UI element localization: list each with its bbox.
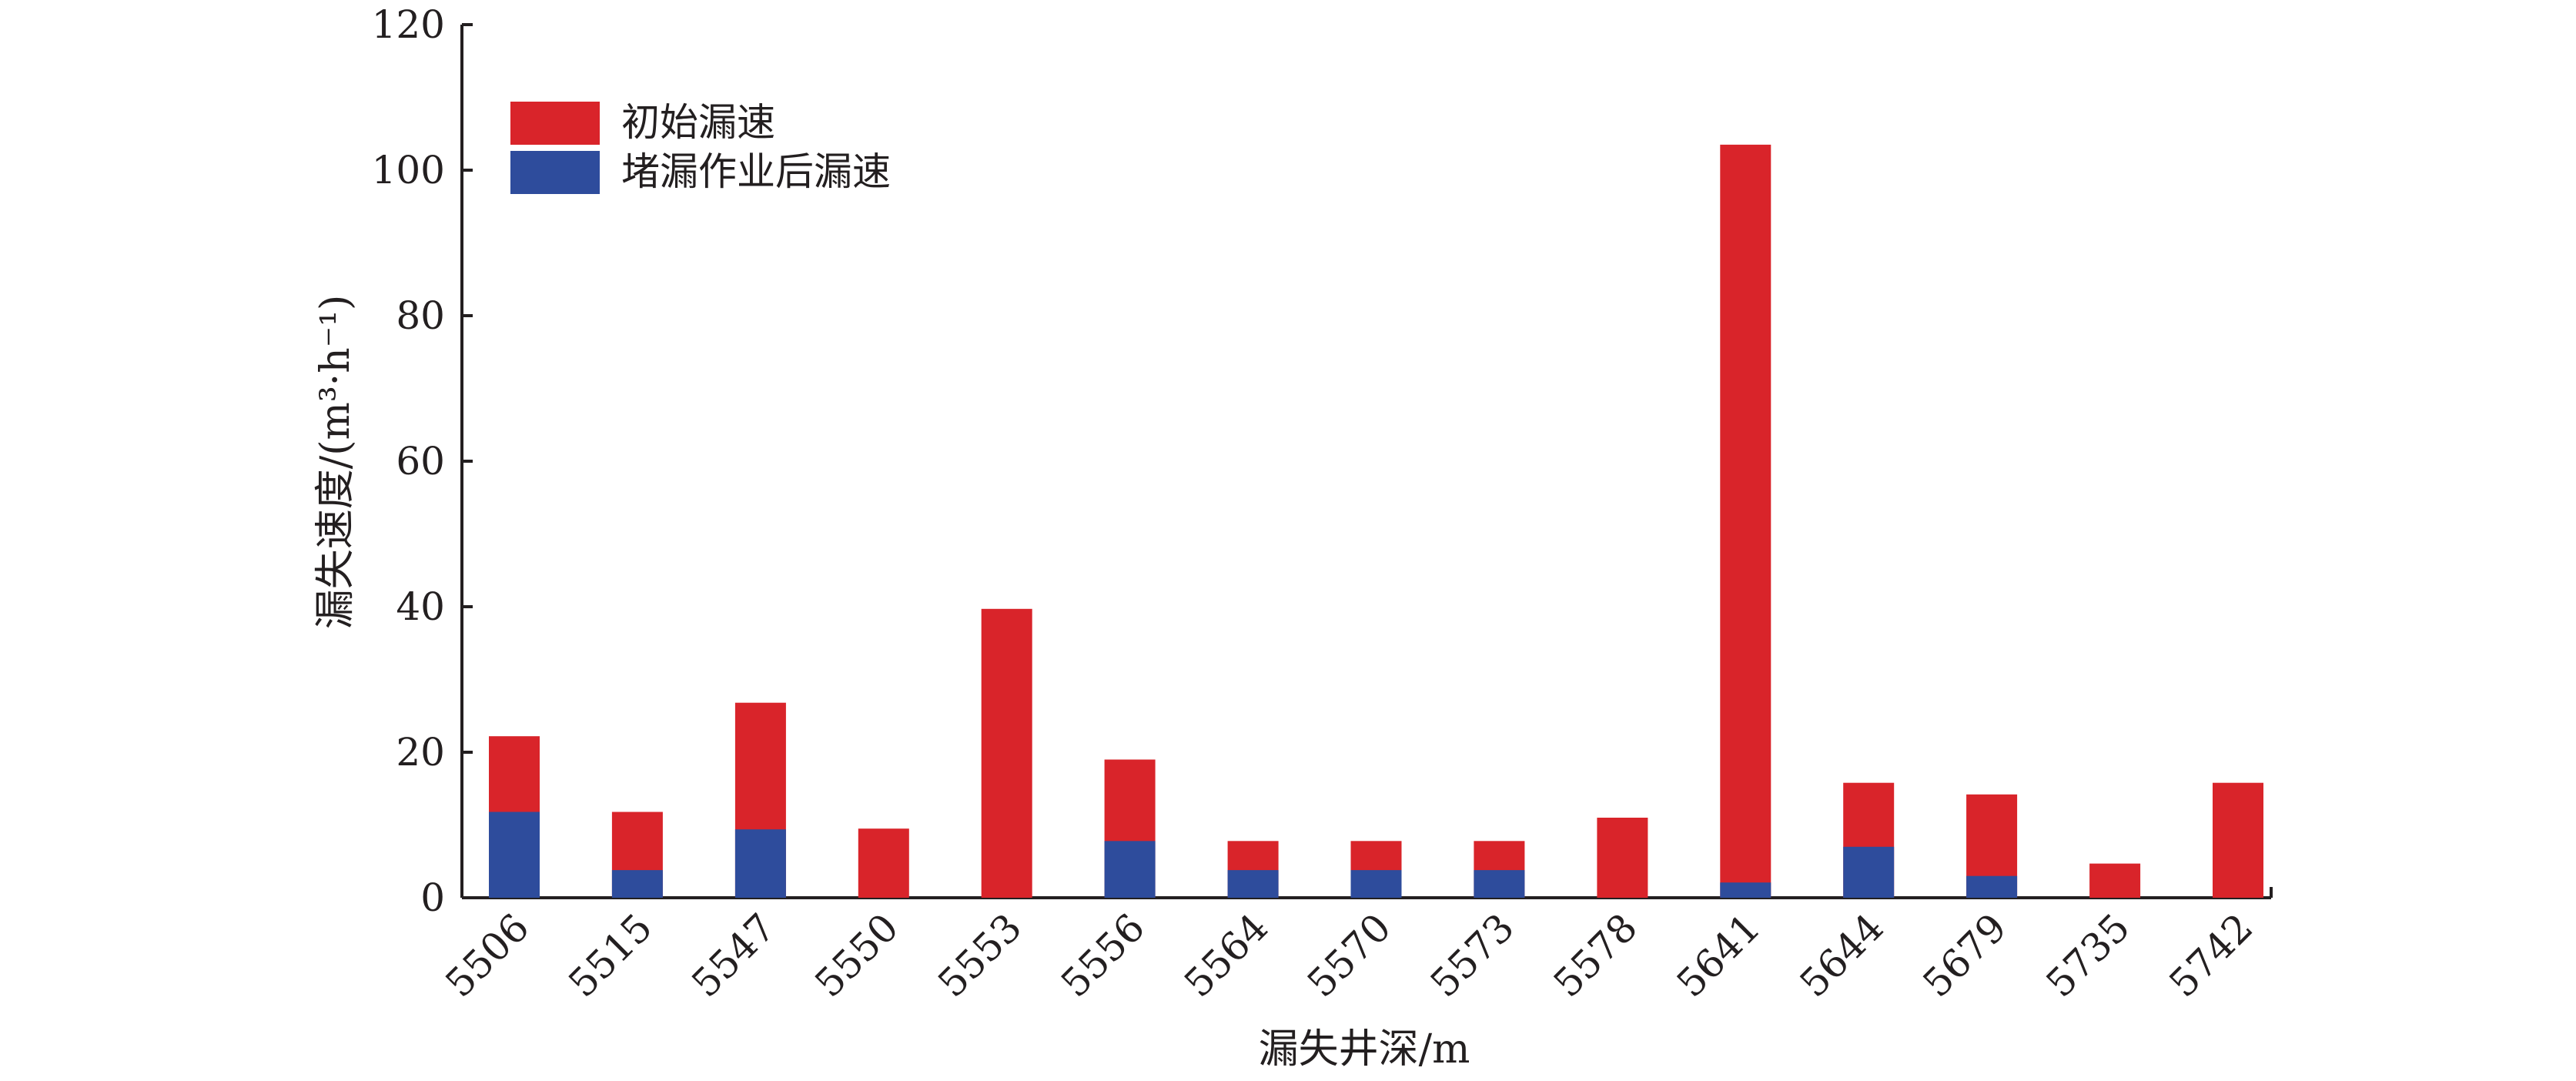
x-tick-label: 5564	[1176, 905, 1276, 1006]
x-tick-label: 5506	[437, 905, 537, 1006]
legend-label: 堵漏作业后漏速	[621, 149, 891, 194]
y-tick-label: 0	[420, 875, 445, 920]
x-tick-label: 5573	[1422, 905, 1523, 1006]
bar-post-plugging-loss-rate	[1966, 875, 2018, 898]
x-tick-label: 5570	[1299, 905, 1400, 1006]
x-tick-label: 5515	[560, 905, 661, 1006]
bar-initial-loss-rate	[981, 608, 1032, 898]
x-axis-title: 漏失井深/m	[1259, 1026, 1470, 1073]
y-tick-label: 40	[396, 584, 445, 629]
x-tick-label: 5556	[1052, 905, 1153, 1006]
x-tick-label: 5553	[929, 905, 1030, 1006]
x-tick-label: 5735	[2038, 905, 2139, 1006]
legend-swatch	[510, 151, 600, 194]
bar-post-plugging-loss-rate	[1350, 870, 1402, 898]
x-tick-label: 5550	[806, 905, 907, 1006]
bar-initial-loss-rate	[1720, 144, 1771, 898]
bar-initial-loss-rate	[858, 828, 909, 898]
x-tick-label: 5742	[2160, 905, 2261, 1006]
legend-swatch	[510, 102, 600, 145]
bar-post-plugging-loss-rate	[1227, 870, 1279, 898]
y-tick-label: 80	[396, 293, 445, 338]
bar-post-plugging-loss-rate	[1474, 870, 1525, 898]
y-axis-title: 漏失速度/(m³·h⁻¹)	[313, 295, 359, 630]
x-tick-label: 5547	[683, 905, 784, 1006]
bar-initial-loss-rate	[1597, 818, 1648, 898]
x-tick-label: 5679	[1915, 905, 2016, 1006]
bar-post-plugging-loss-rate	[734, 829, 786, 898]
bar-post-plugging-loss-rate	[611, 870, 663, 898]
bars	[489, 144, 2263, 898]
bar-post-plugging-loss-rate	[1104, 841, 1156, 898]
x-tick-label: 5641	[1668, 905, 1769, 1006]
bar-initial-loss-rate	[2213, 782, 2263, 898]
bar-post-plugging-loss-rate	[1720, 882, 1771, 898]
bar-post-plugging-loss-rate	[1843, 846, 1895, 898]
y-tick-label: 120	[372, 2, 445, 47]
x-tick-label: 5578	[1545, 905, 1646, 1006]
y-tick-label: 60	[396, 439, 445, 484]
bar-post-plugging-loss-rate	[489, 812, 540, 898]
bar-initial-loss-rate	[2089, 863, 2141, 898]
x-tick-label: 5644	[1791, 905, 1892, 1006]
y-tick-label: 100	[372, 148, 445, 192]
y-tick-label: 20	[396, 730, 445, 775]
legend-label: 初始漏速	[621, 100, 775, 145]
